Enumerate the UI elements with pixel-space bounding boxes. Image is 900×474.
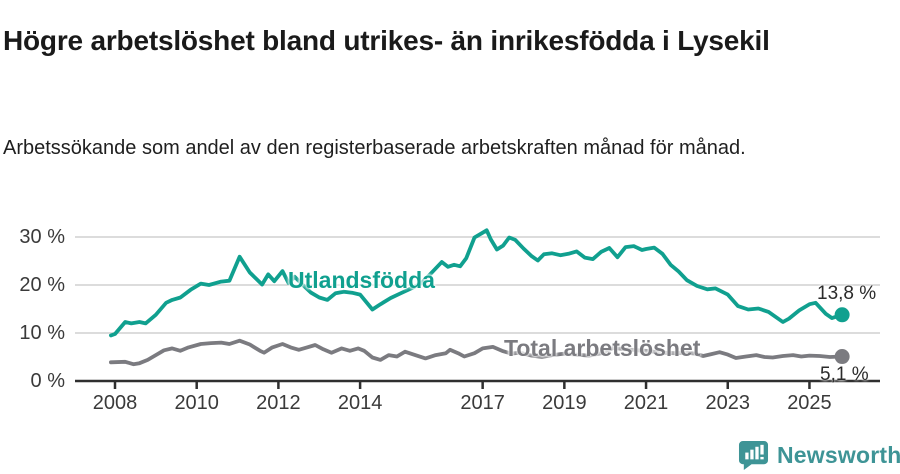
series-label-total-arbetsloshet: Total arbetslöshet bbox=[504, 335, 701, 361]
x-tick-label: 2012 bbox=[256, 392, 301, 414]
x-tick-label: 2014 bbox=[337, 392, 383, 414]
end-value-label-total: 5,1 % bbox=[820, 364, 869, 385]
y-tick-label: 0 % bbox=[30, 370, 65, 392]
end-value-label-utlandsfodda: 13,8 % bbox=[817, 283, 877, 304]
series-end-dot-total bbox=[834, 349, 850, 365]
y-tick-label: 10 % bbox=[19, 322, 65, 344]
series-line-utlandsfodda bbox=[109, 228, 844, 338]
x-tick-label: 2023 bbox=[705, 392, 751, 414]
y-tick-label: 30 % bbox=[19, 226, 65, 248]
series-label-utlandsfodda: Utlandsfödda bbox=[288, 267, 435, 293]
newsworthy-logo[interactable]: Newsworthy bbox=[738, 440, 900, 470]
x-tick-label: 2021 bbox=[623, 392, 669, 414]
newsworthy-wordmark: Newsworthy bbox=[777, 442, 900, 468]
x-tick-label: 2019 bbox=[542, 392, 587, 414]
series-end-dot-utlandsfodda bbox=[834, 307, 850, 323]
x-tick-label: 2025 bbox=[787, 392, 832, 414]
x-tick-label: 2008 bbox=[92, 392, 138, 414]
page-title: Högre arbetslöshet bland utrikes- än inr… bbox=[3, 24, 770, 56]
x-tick-label: 2017 bbox=[460, 392, 505, 414]
x-tick-label: 2010 bbox=[174, 392, 219, 414]
newsworthy-bubble-chart-icon bbox=[738, 440, 769, 470]
y-tick-label: 20 % bbox=[19, 274, 65, 296]
series-line-total bbox=[109, 338, 844, 367]
chart-subtitle: Arbetssökande som andel av den registerb… bbox=[3, 137, 746, 159]
